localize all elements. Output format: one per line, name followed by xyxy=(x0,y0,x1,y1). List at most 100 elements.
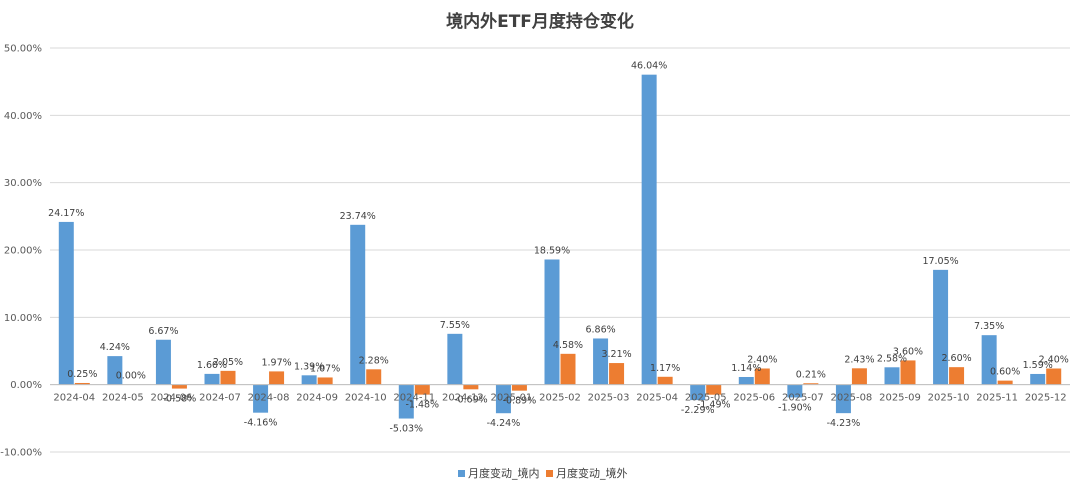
bar-overseas xyxy=(414,384,430,395)
x-tick-label: 2025-11 xyxy=(976,393,1018,404)
data-label: 24.17% xyxy=(48,208,84,219)
y-tick-label: 20.00% xyxy=(4,246,42,257)
bar-domestic xyxy=(1030,373,1046,385)
x-tick-label: 2024-06 xyxy=(151,393,193,404)
bar-overseas xyxy=(171,384,187,389)
bar-domestic xyxy=(107,356,123,385)
x-tick-label: 2025-06 xyxy=(733,393,775,404)
data-label: 3.60% xyxy=(893,346,923,357)
bar-domestic xyxy=(155,339,171,385)
bar-domestic xyxy=(58,221,74,385)
data-label: 0.00% xyxy=(116,371,146,382)
bar-domestic xyxy=(495,384,511,414)
bar-domestic xyxy=(981,335,997,385)
bar-domestic xyxy=(593,338,609,385)
data-label: 1.60% xyxy=(197,360,227,371)
data-label: 1.39% xyxy=(294,361,324,372)
x-tick-label: 2024-10 xyxy=(345,393,387,404)
bar-overseas xyxy=(317,377,333,385)
bar-overseas xyxy=(803,383,819,385)
data-label: -1.49% xyxy=(697,400,731,411)
data-label: 6.67% xyxy=(148,326,178,337)
bar-overseas xyxy=(754,368,770,385)
data-label: 46.04% xyxy=(631,61,667,72)
bar-overseas xyxy=(706,384,722,395)
bar-overseas xyxy=(657,376,673,385)
data-label: 1.17% xyxy=(650,363,680,374)
legend: 月度变动_境内 月度变动_境外 xyxy=(458,466,628,480)
y-tick-label: 30.00% xyxy=(4,178,42,189)
data-label: -4.24% xyxy=(487,418,521,429)
x-tick-label: 2024-05 xyxy=(102,393,144,404)
data-label: 2.43% xyxy=(844,354,874,365)
y-tick-label: 40.00% xyxy=(4,111,42,122)
data-label: 3.21% xyxy=(601,349,631,360)
x-axis: 2024-04 2024-05 2024-06 2024-07 2024-08 2024-… xyxy=(53,393,1066,404)
x-tick-label: 2025-02 xyxy=(539,393,581,404)
data-label: 1.59% xyxy=(1023,360,1053,371)
x-tick-label: 2024-07 xyxy=(199,393,241,404)
data-label: 2.58% xyxy=(877,353,907,364)
bar-overseas xyxy=(74,382,90,385)
bar-domestic xyxy=(204,373,220,385)
bar-domestic xyxy=(641,74,657,385)
x-tick-label: 2025-01 xyxy=(491,393,533,404)
x-tick-label: 2025-04 xyxy=(636,393,678,404)
y-tick-label: -10.00% xyxy=(0,448,42,459)
x-tick-label: 2025-08 xyxy=(831,393,873,404)
bar-overseas xyxy=(851,368,867,385)
x-tick-label: 2025-10 xyxy=(928,393,970,404)
y-axis: -10.00% 0.00% 10.00% 20.00% 30.00% 40.00% 50.0… xyxy=(0,44,42,459)
data-label: -0.89% xyxy=(503,396,537,407)
x-tick-label: 2025-07 xyxy=(782,393,824,404)
bar-overseas xyxy=(949,367,965,385)
x-tick-label: 2024-04 xyxy=(53,393,95,404)
chart-title: 境内外ETF月度持仓变化 xyxy=(446,11,634,32)
bar-domestic xyxy=(350,224,366,385)
y-tick-label: 0.00% xyxy=(10,380,42,391)
bar-overseas xyxy=(1046,368,1062,385)
bar-overseas xyxy=(900,360,916,385)
bar-overseas xyxy=(269,371,285,385)
legend-label-overseas: 月度变动_境外 xyxy=(556,466,628,480)
data-label: -1.90% xyxy=(778,402,812,413)
bar-domestic xyxy=(690,384,706,401)
data-label: -1.48% xyxy=(405,400,439,411)
data-label: 2.60% xyxy=(941,353,971,364)
data-label: 23.74% xyxy=(340,211,376,222)
legend-swatch-overseas xyxy=(546,470,553,477)
data-label: 17.05% xyxy=(922,256,958,267)
bar-domestic xyxy=(398,384,414,419)
bar-domestic xyxy=(253,384,269,413)
bar-domestic xyxy=(738,376,754,385)
bar-overseas xyxy=(997,380,1013,385)
x-tick-label: 2024-08 xyxy=(248,393,290,404)
data-label: -0.58% xyxy=(163,394,197,405)
data-label: 2.40% xyxy=(747,355,777,366)
bar-domestic xyxy=(835,384,851,414)
data-label: 0.21% xyxy=(796,369,826,380)
data-label: 2.40% xyxy=(1039,355,1069,366)
data-label: -4.16% xyxy=(244,418,278,429)
data-label: 4.24% xyxy=(100,342,130,353)
legend-swatch-domestic xyxy=(458,470,465,477)
data-label: 2.28% xyxy=(359,355,389,366)
x-tick-label: 2025-12 xyxy=(1025,393,1067,404)
legend-label-domestic: 月度变动_境内 xyxy=(468,466,540,480)
data-label: -4.23% xyxy=(827,418,861,429)
x-tick-label: 2024-09 xyxy=(296,393,338,404)
data-label: 0.25% xyxy=(67,369,97,380)
x-tick-label: 2025-05 xyxy=(685,393,727,404)
bar-overseas xyxy=(609,363,625,385)
bar-overseas xyxy=(463,384,479,390)
data-label: -5.03% xyxy=(389,424,423,435)
bar-domestic xyxy=(544,259,560,385)
data-label: 4.58% xyxy=(553,340,583,351)
data-label: -2.29% xyxy=(681,405,715,416)
y-tick-label: 50.00% xyxy=(4,44,42,55)
y-tick-label: 10.00% xyxy=(4,313,42,324)
data-labels: 24.17% 0.25% 4.24% 0.00% 6.67% -0.58% 1.60%2.0… xyxy=(48,61,1069,435)
data-label: 1.07% xyxy=(310,363,340,374)
bar-overseas xyxy=(366,369,382,385)
